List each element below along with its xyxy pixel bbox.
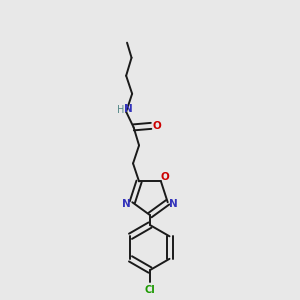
Text: N: N: [124, 104, 133, 114]
Text: N: N: [122, 199, 131, 209]
Text: H: H: [117, 105, 124, 115]
Text: Cl: Cl: [145, 284, 155, 295]
Text: O: O: [153, 121, 161, 131]
Text: O: O: [160, 172, 169, 182]
Text: N: N: [169, 199, 178, 209]
